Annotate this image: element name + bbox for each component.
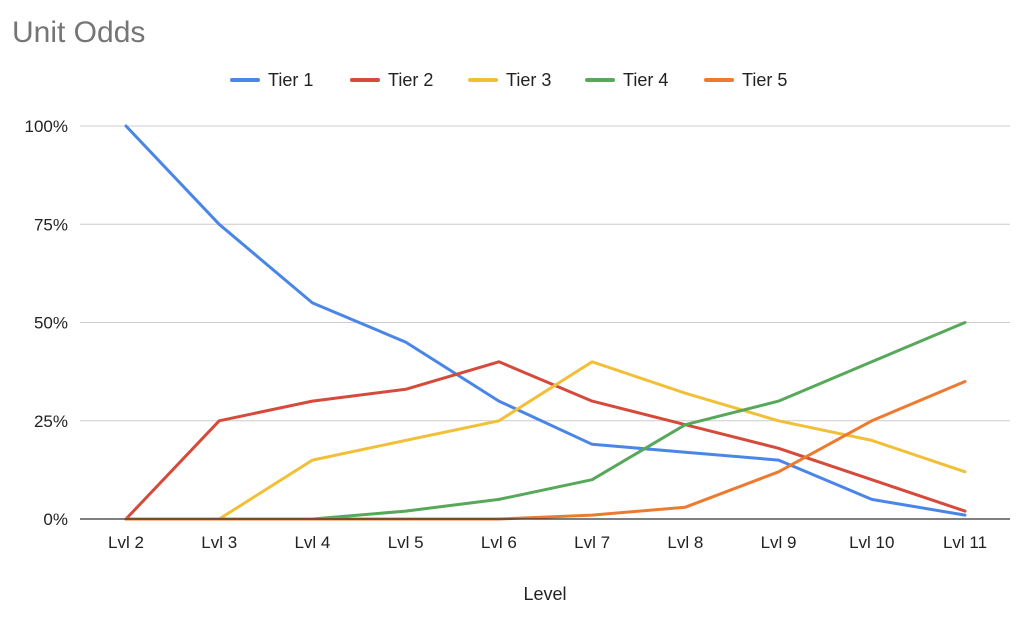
x-tick-label: Lvl 2 xyxy=(108,533,144,552)
legend-item-tier-3: Tier 3 xyxy=(468,70,551,90)
series-line-tier-3 xyxy=(124,360,967,521)
x-tick-label: Lvl 8 xyxy=(667,533,703,552)
y-tick-label: 75% xyxy=(34,215,68,234)
x-tick-label: Lvl 5 xyxy=(388,533,424,552)
x-axis-ticks: Lvl 2 Lvl 3 Lvl 4 Lvl 5 Lvl 6 Lvl 7 Lvl 8 Lvl 9… xyxy=(108,533,987,552)
series-line-tier-1 xyxy=(124,124,967,517)
grid xyxy=(80,125,1010,422)
legend-label: Tier 2 xyxy=(388,70,433,90)
y-tick-label: 25% xyxy=(34,412,68,431)
x-tick-label: Lvl 3 xyxy=(201,533,237,552)
x-tick-label: Lvl 11 xyxy=(943,533,987,552)
x-axis-title: Level xyxy=(523,584,566,604)
legend-label: Tier 1 xyxy=(268,70,313,90)
y-tick-label: 0% xyxy=(43,510,68,529)
legend-label: Tier 5 xyxy=(742,70,787,90)
series-lines xyxy=(80,124,1010,521)
y-tick-label: 100% xyxy=(25,117,68,136)
x-tick-label: Lvl 7 xyxy=(574,533,610,552)
chart-title: Unit Odds xyxy=(12,16,145,49)
y-axis-ticks: 0% 25% 50% 75% 100% xyxy=(25,117,68,529)
legend-item-tier-5: Tier 5 xyxy=(704,70,787,90)
legend-item-tier-1: Tier 1 xyxy=(230,70,313,90)
y-tick-label: 50% xyxy=(34,314,68,333)
legend-item-tier-2: Tier 2 xyxy=(350,70,433,90)
x-tick-label: Lvl 9 xyxy=(761,533,797,552)
legend-label: Tier 4 xyxy=(623,70,668,90)
legend-label: Tier 3 xyxy=(506,70,551,90)
x-tick-label: Lvl 4 xyxy=(294,533,330,552)
x-tick-label: Lvl 6 xyxy=(481,533,517,552)
x-tick-label: Lvl 10 xyxy=(849,533,894,552)
series-line-tier-2 xyxy=(124,360,967,521)
legend-item-tier-4: Tier 4 xyxy=(585,70,668,90)
legend: Tier 1 Tier 2 Tier 3 Tier 4 Tier 5 xyxy=(230,70,787,90)
